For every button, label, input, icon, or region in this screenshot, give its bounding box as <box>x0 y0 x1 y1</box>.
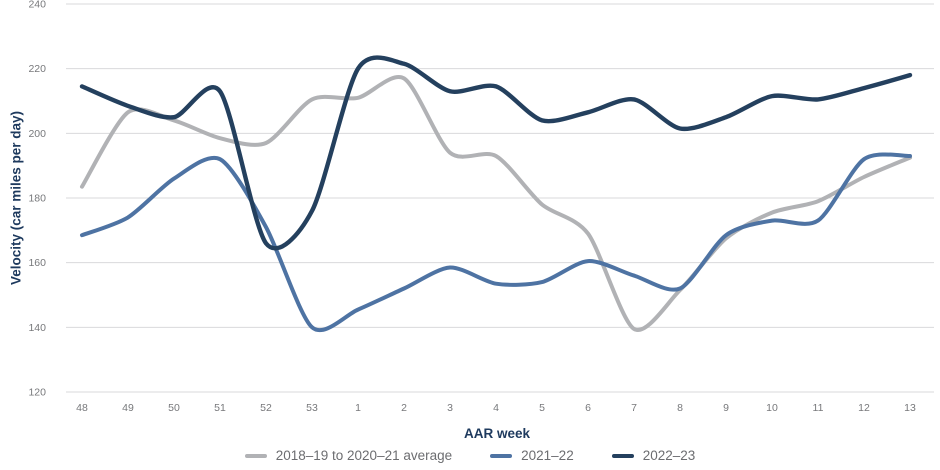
x-tick-label: 5 <box>539 402 545 414</box>
x-tick-label: 50 <box>168 402 180 414</box>
legend: 2018–19 to 2020–21 average 2021–22 2022–… <box>0 448 940 463</box>
legend-item-average: 2018–19 to 2020–21 average <box>244 448 453 463</box>
y-tick-label: 240 <box>28 0 46 11</box>
legend-label-average: 2018–19 to 2020–21 average <box>275 448 453 463</box>
x-tick-label: 2 <box>401 402 407 414</box>
x-tick-label: 53 <box>306 402 318 414</box>
x-tick-label: 6 <box>585 402 591 414</box>
x-tick-label: 7 <box>631 402 637 414</box>
x-tick-label: 11 <box>813 402 824 414</box>
x-tick-label: 49 <box>122 402 134 414</box>
x-tick-label: 8 <box>677 402 683 414</box>
legend-label-2021-22: 2021–22 <box>521 448 574 463</box>
x-tick-label: 48 <box>76 402 88 414</box>
x-tick-label: 12 <box>858 402 870 414</box>
series-line-2018-19-to-2020-21-average <box>80 75 912 332</box>
legend-swatch-2022-23 <box>611 453 634 458</box>
x-tick-label: 51 <box>214 402 226 414</box>
x-axis-title: AAR week <box>463 426 531 441</box>
x-tick-label: 13 <box>904 402 916 414</box>
y-tick-label: 160 <box>28 257 46 269</box>
legend-label-2022-23: 2022–23 <box>642 448 696 463</box>
series-line-2021-22 <box>80 152 912 332</box>
x-tick-label: 3 <box>447 402 453 414</box>
y-tick-label: 180 <box>28 193 46 205</box>
y-tick-label: 200 <box>28 128 46 140</box>
series-line-2022-23 <box>79 55 913 251</box>
x-tick-label: 9 <box>723 402 729 414</box>
x-tick-label: 10 <box>766 402 778 414</box>
x-tick-label: 4 <box>493 402 499 414</box>
x-tick-label: 52 <box>260 402 272 414</box>
x-tick-label: 1 <box>355 402 361 414</box>
y-axis-title: Velocity (car miles per day) <box>8 110 24 286</box>
legend-swatch-average <box>244 453 267 458</box>
y-tick-label: 120 <box>28 387 46 399</box>
legend-item-2022-23: 2022–23 <box>611 448 696 463</box>
y-tick-label: 220 <box>28 63 46 75</box>
legend-item-2021-22: 2021–22 <box>490 448 574 463</box>
legend-swatch-2021-22 <box>490 453 513 458</box>
y-tick-label: 140 <box>28 322 46 334</box>
